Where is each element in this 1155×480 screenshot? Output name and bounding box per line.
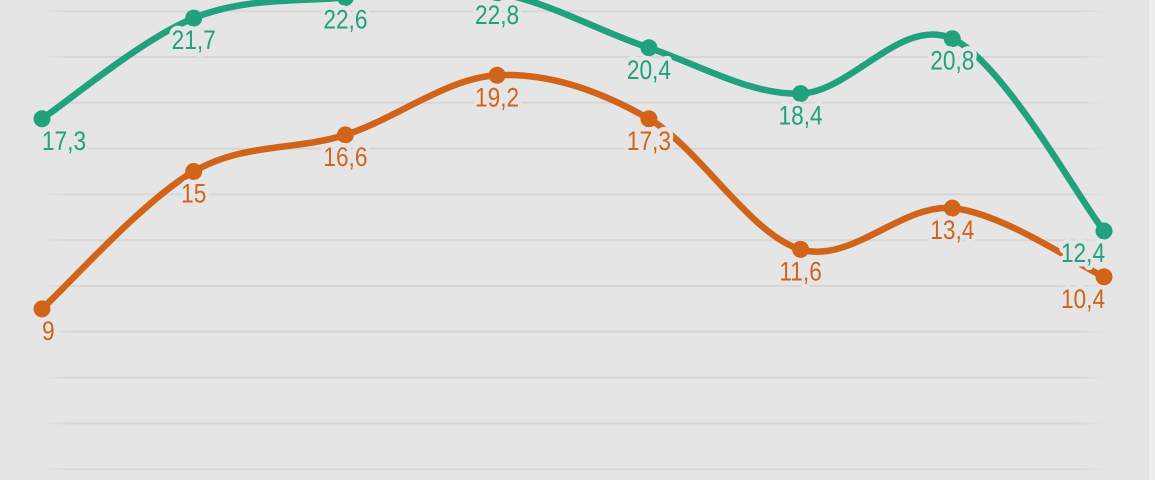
data-point-label: 17,3	[42, 126, 86, 156]
data-point-label: 21,7	[172, 25, 216, 55]
data-point-label: 19,2	[475, 82, 519, 112]
data-point-labels-group: 17,3 21,7 22,6 22,8 20,4 18,4 20,8 12,4 9 15 16,6 1…	[38, 0, 1109, 351]
data-point-label: 10,4	[1061, 284, 1105, 314]
data-point-marker	[943, 199, 961, 217]
data-point-marker	[1095, 268, 1113, 286]
data-point-label: 13,4	[930, 215, 974, 245]
data-point-label: 9	[42, 316, 55, 346]
data-point-marker	[640, 110, 658, 128]
right-edge-strip	[1149, 0, 1155, 480]
data-point-marker	[792, 240, 810, 258]
data-point-marker	[1095, 222, 1113, 240]
data-point-marker	[185, 163, 203, 180]
data-point-marker	[640, 39, 658, 57]
data-point-label: 18,4	[779, 101, 823, 131]
data-point-marker	[943, 30, 961, 48]
data-point-marker	[488, 66, 506, 84]
data-point-label: 15	[181, 179, 206, 209]
data-point-marker	[792, 85, 810, 103]
data-point-marker	[33, 300, 51, 318]
data-point-marker	[185, 9, 203, 27]
data-point-label: 20,4	[627, 55, 671, 85]
data-point-marker	[336, 126, 354, 144]
data-point-marker	[33, 110, 51, 128]
data-point-label: 16,6	[323, 142, 367, 172]
data-point-markers-group	[33, 0, 1113, 318]
data-point-label: 17,3	[627, 126, 671, 156]
data-point-label: 11,6	[779, 257, 821, 287]
data-point-label: 22,8	[475, 0, 519, 30]
data-point-label: 20,8	[930, 46, 974, 76]
data-point-marker	[337, 0, 354, 6]
data-point-label: 12,4	[1061, 238, 1105, 268]
data-point-label: 22,6	[323, 5, 367, 35]
data-point-marker	[492, 0, 502, 2]
